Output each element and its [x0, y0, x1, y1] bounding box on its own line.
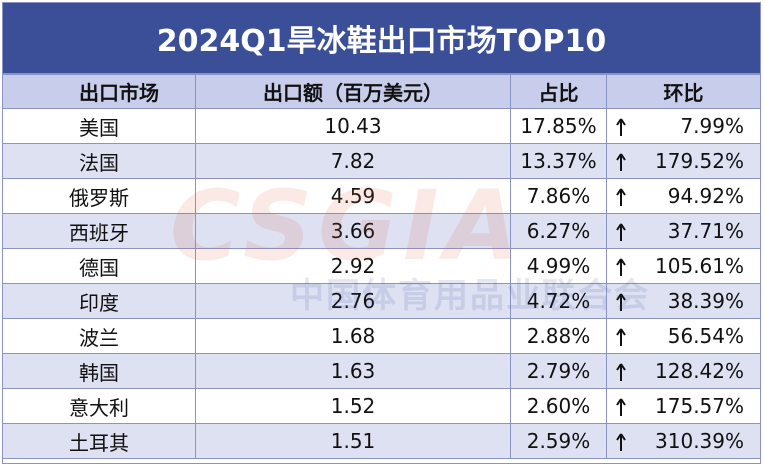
up-arrow-icon — [616, 363, 626, 381]
table-cell: 105.61% — [607, 249, 760, 283]
table-cell: 310.39% — [607, 424, 760, 458]
table-cell: 韩国 — [3, 354, 196, 388]
up-arrow-icon — [616, 293, 626, 311]
table-row: 德国 2.92 4.99% 105.61% — [3, 249, 760, 284]
table-cell: 179.52% — [607, 144, 760, 178]
table-cell: 17.85% — [511, 109, 607, 143]
up-arrow-icon — [616, 153, 626, 171]
table-cell: 意大利 — [3, 389, 196, 423]
table: 出口市场 出口额（百万美元） 占比 环比 美国 10.43 17.85% 7.99% 法国 7.8… — [3, 75, 760, 459]
table-cell: 法国 — [3, 144, 196, 178]
table-row: 波兰 1.68 2.88% 56.54% — [3, 319, 760, 354]
table-cell: 56.54% — [607, 319, 760, 353]
table-row: 西班牙 3.66 6.27% 37.71% — [3, 214, 760, 249]
table-row: 意大利 1.52 2.60% 175.57% — [3, 389, 760, 424]
header-cell: 环比 — [663, 81, 704, 105]
table-row: 法国 7.82 13.37% 179.52% — [3, 144, 760, 179]
up-arrow-icon — [616, 433, 626, 451]
header-cell: 出口市场 — [3, 75, 196, 108]
up-arrow-icon — [616, 223, 626, 241]
table-cell: 37.71% — [607, 214, 760, 248]
table-cell: 美国 — [3, 109, 196, 143]
table-cell: 10.43 — [196, 109, 511, 143]
table-cell: 2.79% — [511, 354, 607, 388]
table-cell: 2.76 — [196, 284, 511, 318]
table-row: 美国 10.43 17.85% 7.99% — [3, 109, 760, 144]
table-row: 印度 2.76 4.72% 38.39% — [3, 284, 760, 319]
table-cell: 3.66 — [196, 214, 511, 248]
table-cell: 94.92% — [607, 179, 760, 213]
table-cell: 土耳其 — [3, 424, 196, 458]
table-cell: 128.42% — [607, 354, 760, 388]
table-row: 韩国 1.63 2.79% 128.42% — [3, 354, 760, 389]
title: 2024Q1旱冰鞋出口市场TOP10 — [3, 3, 760, 75]
table-cell: 2.59% — [511, 424, 607, 458]
table-row: 俄罗斯 4.59 7.86% 94.92% — [3, 179, 760, 214]
up-arrow-icon — [616, 188, 626, 206]
table-cell: 1.68 — [196, 319, 511, 353]
up-arrow-icon — [616, 328, 626, 346]
table-cell: 2.60% — [511, 389, 607, 423]
table-cell: 4.59 — [196, 179, 511, 213]
table-cell: 1.52 — [196, 389, 511, 423]
table-cell: 2.88% — [511, 319, 607, 353]
table-cell: 俄罗斯 — [3, 179, 196, 213]
table-cell: 175.57% — [607, 389, 760, 423]
table-cell: 7.99% — [607, 109, 760, 143]
table-cell: 7.82 — [196, 144, 511, 178]
table-cell: 4.99% — [511, 249, 607, 283]
table-cell: 4.72% — [511, 284, 607, 318]
table-cell: 西班牙 — [3, 214, 196, 248]
header-row: 出口市场 出口额（百万美元） 占比 环比 — [3, 75, 760, 109]
header-cell: 占比 — [511, 75, 607, 108]
table-cell: 德国 — [3, 249, 196, 283]
table-cell: 13.37% — [511, 144, 607, 178]
table-row: 土耳其 1.51 2.59% 310.39% — [3, 424, 760, 459]
table-cell: 1.51 — [196, 424, 511, 458]
table-cell: 波兰 — [3, 319, 196, 353]
table-cell: 印度 — [3, 284, 196, 318]
up-arrow-icon — [616, 398, 626, 416]
table-cell: 2.92 — [196, 249, 511, 283]
table-cell: 6.27% — [511, 214, 607, 248]
table-cell: 7.86% — [511, 179, 607, 213]
table-cell: 1.63 — [196, 354, 511, 388]
up-arrow-icon — [616, 258, 626, 276]
table-cell: 38.39% — [607, 284, 760, 318]
header-cell: 出口额（百万美元） — [196, 75, 511, 108]
up-arrow-icon — [616, 118, 626, 136]
